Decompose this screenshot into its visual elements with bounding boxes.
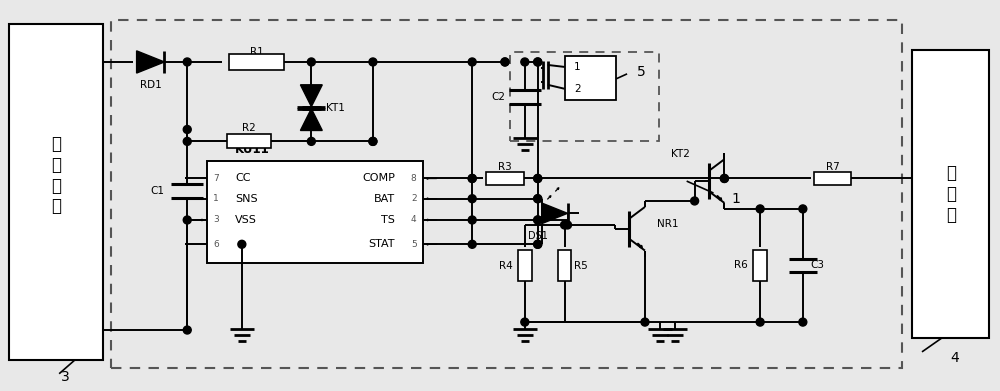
Circle shape: [183, 326, 191, 334]
Text: TS: TS: [381, 215, 395, 225]
Polygon shape: [137, 51, 164, 73]
Circle shape: [468, 174, 476, 183]
Circle shape: [534, 58, 542, 66]
Text: R7: R7: [826, 161, 839, 172]
FancyBboxPatch shape: [518, 250, 532, 282]
Circle shape: [691, 197, 699, 205]
Text: 供
电
电
路: 供 电 电 路: [51, 135, 61, 215]
Text: 7: 7: [213, 174, 219, 183]
Circle shape: [238, 240, 246, 248]
Text: COMP: COMP: [362, 174, 395, 183]
Text: C3: C3: [811, 260, 825, 271]
Circle shape: [534, 174, 542, 183]
Circle shape: [307, 58, 315, 66]
Text: 1: 1: [574, 62, 581, 72]
Circle shape: [534, 174, 542, 183]
Circle shape: [521, 58, 529, 66]
Circle shape: [468, 58, 476, 66]
Circle shape: [720, 174, 728, 183]
Text: SNS: SNS: [235, 194, 258, 204]
Text: CC: CC: [235, 174, 250, 183]
Circle shape: [369, 58, 377, 66]
Circle shape: [468, 174, 476, 183]
Circle shape: [534, 195, 542, 203]
Circle shape: [501, 58, 509, 66]
Circle shape: [183, 126, 191, 133]
FancyBboxPatch shape: [9, 24, 103, 360]
Circle shape: [720, 174, 728, 183]
Text: 控
制
器: 控 制 器: [946, 164, 956, 224]
Circle shape: [799, 205, 807, 213]
Circle shape: [534, 195, 542, 203]
FancyBboxPatch shape: [227, 135, 271, 148]
Text: 8: 8: [411, 174, 417, 183]
Circle shape: [183, 137, 191, 145]
Text: 3: 3: [213, 215, 219, 224]
Circle shape: [468, 240, 476, 248]
Circle shape: [468, 195, 476, 203]
Text: R3: R3: [498, 161, 512, 172]
Text: 5: 5: [411, 240, 417, 249]
Circle shape: [183, 58, 191, 66]
Text: NR1: NR1: [657, 219, 678, 229]
FancyBboxPatch shape: [814, 172, 851, 185]
Circle shape: [534, 58, 542, 66]
Circle shape: [756, 318, 764, 326]
Polygon shape: [300, 85, 322, 107]
Text: R6: R6: [734, 260, 748, 271]
FancyBboxPatch shape: [229, 54, 284, 70]
FancyBboxPatch shape: [486, 172, 524, 185]
Text: RD1: RD1: [140, 80, 161, 90]
Circle shape: [369, 137, 377, 145]
Circle shape: [799, 318, 807, 326]
Circle shape: [534, 240, 542, 248]
Text: KT1: KT1: [326, 102, 345, 113]
Polygon shape: [300, 109, 322, 131]
Text: KT2: KT2: [671, 149, 690, 159]
Text: C2: C2: [491, 92, 505, 102]
Circle shape: [501, 58, 509, 66]
Circle shape: [183, 216, 191, 224]
Circle shape: [756, 205, 764, 213]
Text: VSS: VSS: [235, 215, 257, 225]
Text: 3: 3: [61, 370, 69, 384]
Text: DS1: DS1: [528, 231, 548, 241]
Circle shape: [307, 137, 315, 145]
Circle shape: [561, 221, 569, 229]
Text: R4: R4: [499, 260, 513, 271]
FancyBboxPatch shape: [565, 56, 616, 100]
Text: R5: R5: [574, 260, 588, 271]
FancyBboxPatch shape: [558, 250, 571, 282]
Text: 2: 2: [574, 84, 581, 94]
Text: 1: 1: [732, 192, 741, 206]
Circle shape: [534, 216, 542, 224]
Text: 5: 5: [637, 65, 645, 79]
Text: 4: 4: [411, 215, 417, 224]
Circle shape: [564, 221, 571, 229]
Circle shape: [534, 216, 542, 224]
Text: C1: C1: [150, 186, 164, 196]
Text: R2: R2: [242, 124, 256, 133]
Text: STAT: STAT: [368, 239, 395, 249]
Circle shape: [521, 318, 529, 326]
Text: 4: 4: [950, 351, 959, 365]
Text: 2: 2: [411, 194, 417, 203]
Polygon shape: [542, 203, 568, 224]
Circle shape: [468, 216, 476, 224]
FancyBboxPatch shape: [912, 50, 989, 338]
Text: BAT: BAT: [374, 194, 395, 204]
Circle shape: [369, 137, 377, 145]
Text: R1: R1: [250, 47, 264, 57]
Text: KU11: KU11: [234, 143, 269, 156]
Text: 6: 6: [213, 240, 219, 249]
FancyBboxPatch shape: [207, 161, 423, 262]
FancyBboxPatch shape: [111, 20, 902, 368]
Circle shape: [534, 240, 542, 248]
Text: 1: 1: [213, 194, 219, 203]
Circle shape: [641, 318, 649, 326]
FancyBboxPatch shape: [753, 249, 767, 282]
